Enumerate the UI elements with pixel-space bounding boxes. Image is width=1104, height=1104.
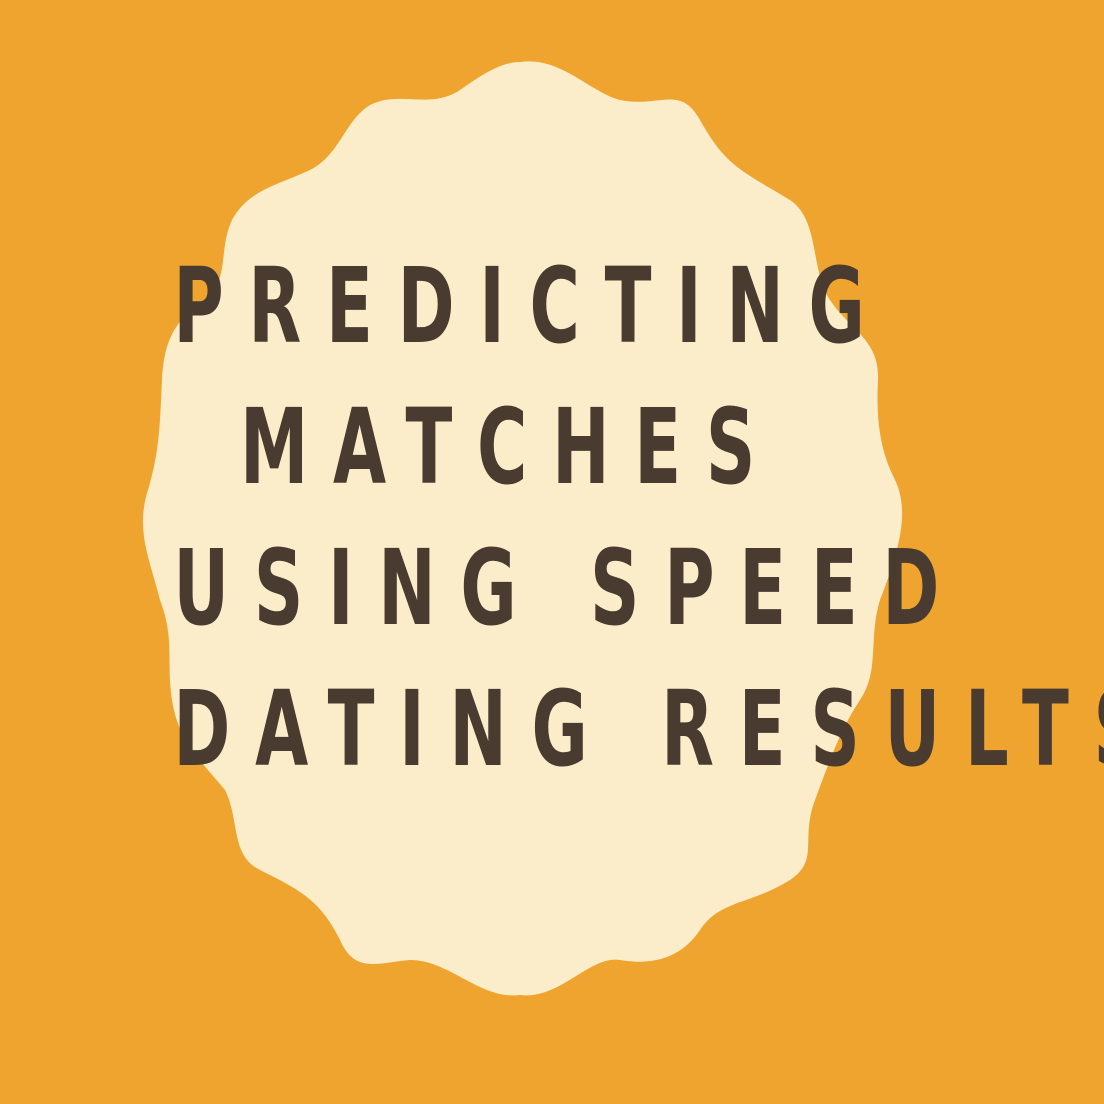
poster-title: PREDICTING MATCHES USING SPEED DATING RE… [0, 245, 1104, 812]
title-line-3: USING SPEED [173, 527, 965, 649]
badge-shape [142, 61, 903, 996]
title-line-4: DATING RESULTS [173, 668, 1104, 790]
title-line-1: PREDICTING [173, 245, 890, 367]
title-line-2: MATCHES [239, 386, 781, 508]
